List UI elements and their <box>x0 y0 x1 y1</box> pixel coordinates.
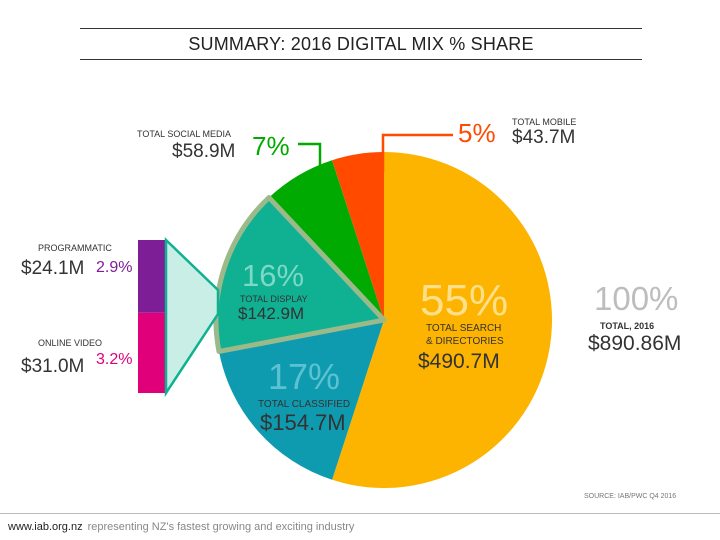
chart-title: SUMMARY: 2016 DIGITAL MIX % SHARE <box>188 33 534 54</box>
video-name-label: ONLINE VIDEO <box>38 338 103 348</box>
footer-tagline: representing NZ's fastest growing and ex… <box>87 521 355 533</box>
video-percent-label: 3.2% <box>96 351 133 368</box>
classified-name-label: TOTAL CLASSIFIED <box>258 399 351 410</box>
search-value-label: $490.7M <box>418 350 500 373</box>
programmatic-percent-label: 2.9% <box>96 259 133 276</box>
display-value-label: $142.9M <box>238 304 305 323</box>
social-value-label: $58.9M <box>172 141 236 162</box>
pie-slice-total-display <box>216 197 384 352</box>
search-name-line1: TOTAL SEARCH <box>426 323 502 334</box>
classified-percent-label: 17% <box>268 356 341 397</box>
total-value-label: $890.86M <box>588 332 682 355</box>
title-bar: SUMMARY: 2016 DIGITAL MIX % SHARE <box>80 28 642 60</box>
search-name-line2: & DIRECTORIES <box>426 336 504 347</box>
social-name-label: TOTAL SOCIAL MEDIA <box>137 129 232 139</box>
display-percent-label: 16% <box>242 258 305 293</box>
mobile-value-label: $43.7M <box>512 127 576 148</box>
mobile-leader-line <box>381 133 453 172</box>
classified-value-label: $154.7M <box>260 410 346 435</box>
pie-slice-total-mobile <box>332 152 384 320</box>
search-percent-label: 55% <box>420 276 509 325</box>
source-note: SOURCE: IAB/PWC Q4 2016 <box>584 493 677 500</box>
social-leader-line <box>298 142 322 172</box>
total-name-label: TOTAL, 2016 <box>600 321 655 331</box>
display-slice-outline <box>213 195 387 354</box>
breakdown-bar-programmatic <box>138 240 166 313</box>
programmatic-value-label: $24.1M <box>21 258 85 279</box>
display-breakdown-callout <box>164 237 220 398</box>
pie-slice-total-classified <box>218 320 384 480</box>
pie-slice-total-social-media <box>268 160 384 320</box>
display-name-label: TOTAL DISPLAY <box>240 294 308 304</box>
mobile-percent-label: 5% <box>458 118 496 148</box>
total-percent-label: 100% <box>594 280 679 317</box>
video-value-label: $31.0M <box>21 356 85 377</box>
programmatic-name-label: PROGRAMMATIC <box>38 243 112 253</box>
mobile-name-label: TOTAL MOBILE <box>512 117 577 127</box>
footer-site-link[interactable]: www.iab.org.nz <box>8 521 83 533</box>
breakdown-bar-online-video <box>138 312 166 393</box>
social-percent-label: 7% <box>252 131 290 161</box>
footer: www.iab.org.nz representing NZ's fastest… <box>0 513 720 540</box>
pie-slice-total-search-directories <box>332 152 552 488</box>
